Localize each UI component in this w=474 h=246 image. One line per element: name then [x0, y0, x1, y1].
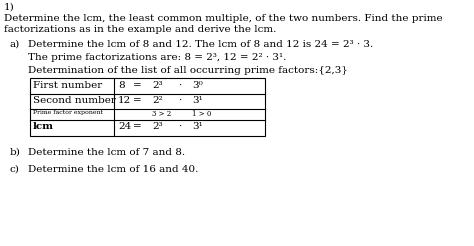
Text: 2³: 2³	[152, 122, 163, 131]
Text: 8: 8	[118, 81, 125, 90]
Text: Prime factor exponent: Prime factor exponent	[33, 110, 103, 115]
Text: Second number: Second number	[33, 96, 116, 105]
Text: c): c)	[10, 165, 20, 174]
Text: 12: 12	[118, 96, 131, 105]
Text: ·: ·	[178, 122, 181, 131]
Text: ·: ·	[178, 81, 181, 90]
Text: ·: ·	[178, 96, 181, 105]
Text: 3¹: 3¹	[192, 96, 203, 105]
Text: 1): 1)	[4, 3, 15, 12]
Text: 2²: 2²	[152, 96, 163, 105]
Text: =: =	[133, 96, 142, 105]
Text: b): b)	[10, 148, 21, 157]
Text: 3⁰: 3⁰	[192, 81, 203, 90]
Text: The prime factorizations are: 8 = 2³, 12 = 2² · 3¹.: The prime factorizations are: 8 = 2³, 12…	[28, 53, 286, 62]
Text: 24: 24	[118, 122, 131, 131]
Text: Determine the lcm of 7 and 8.: Determine the lcm of 7 and 8.	[28, 148, 185, 157]
Text: factorizations as in the example and derive the lcm.: factorizations as in the example and der…	[4, 25, 276, 34]
Text: 3¹: 3¹	[192, 122, 203, 131]
Text: Determine the lcm of 8 and 12. The lcm of 8 and 12 is 24 = 2³ · 3.: Determine the lcm of 8 and 12. The lcm o…	[28, 40, 373, 49]
Text: lcm: lcm	[33, 122, 54, 131]
Text: Determine the lcm of 16 and 40.: Determine the lcm of 16 and 40.	[28, 165, 199, 174]
Bar	[30, 78, 265, 136]
Text: 3 > 2: 3 > 2	[152, 110, 171, 118]
Text: 1 > 0: 1 > 0	[192, 110, 211, 118]
Text: Determination of the list of all occurring prime factors:{2,3}: Determination of the list of all occurri…	[28, 66, 348, 75]
Text: =: =	[133, 81, 142, 90]
Text: a): a)	[10, 40, 20, 49]
Text: Determine the lcm, the least common multiple, of the two numbers. Find the prime: Determine the lcm, the least common mult…	[4, 14, 443, 23]
Text: First number: First number	[33, 81, 102, 90]
Text: 2³: 2³	[152, 81, 163, 90]
Text: =: =	[133, 122, 142, 131]
